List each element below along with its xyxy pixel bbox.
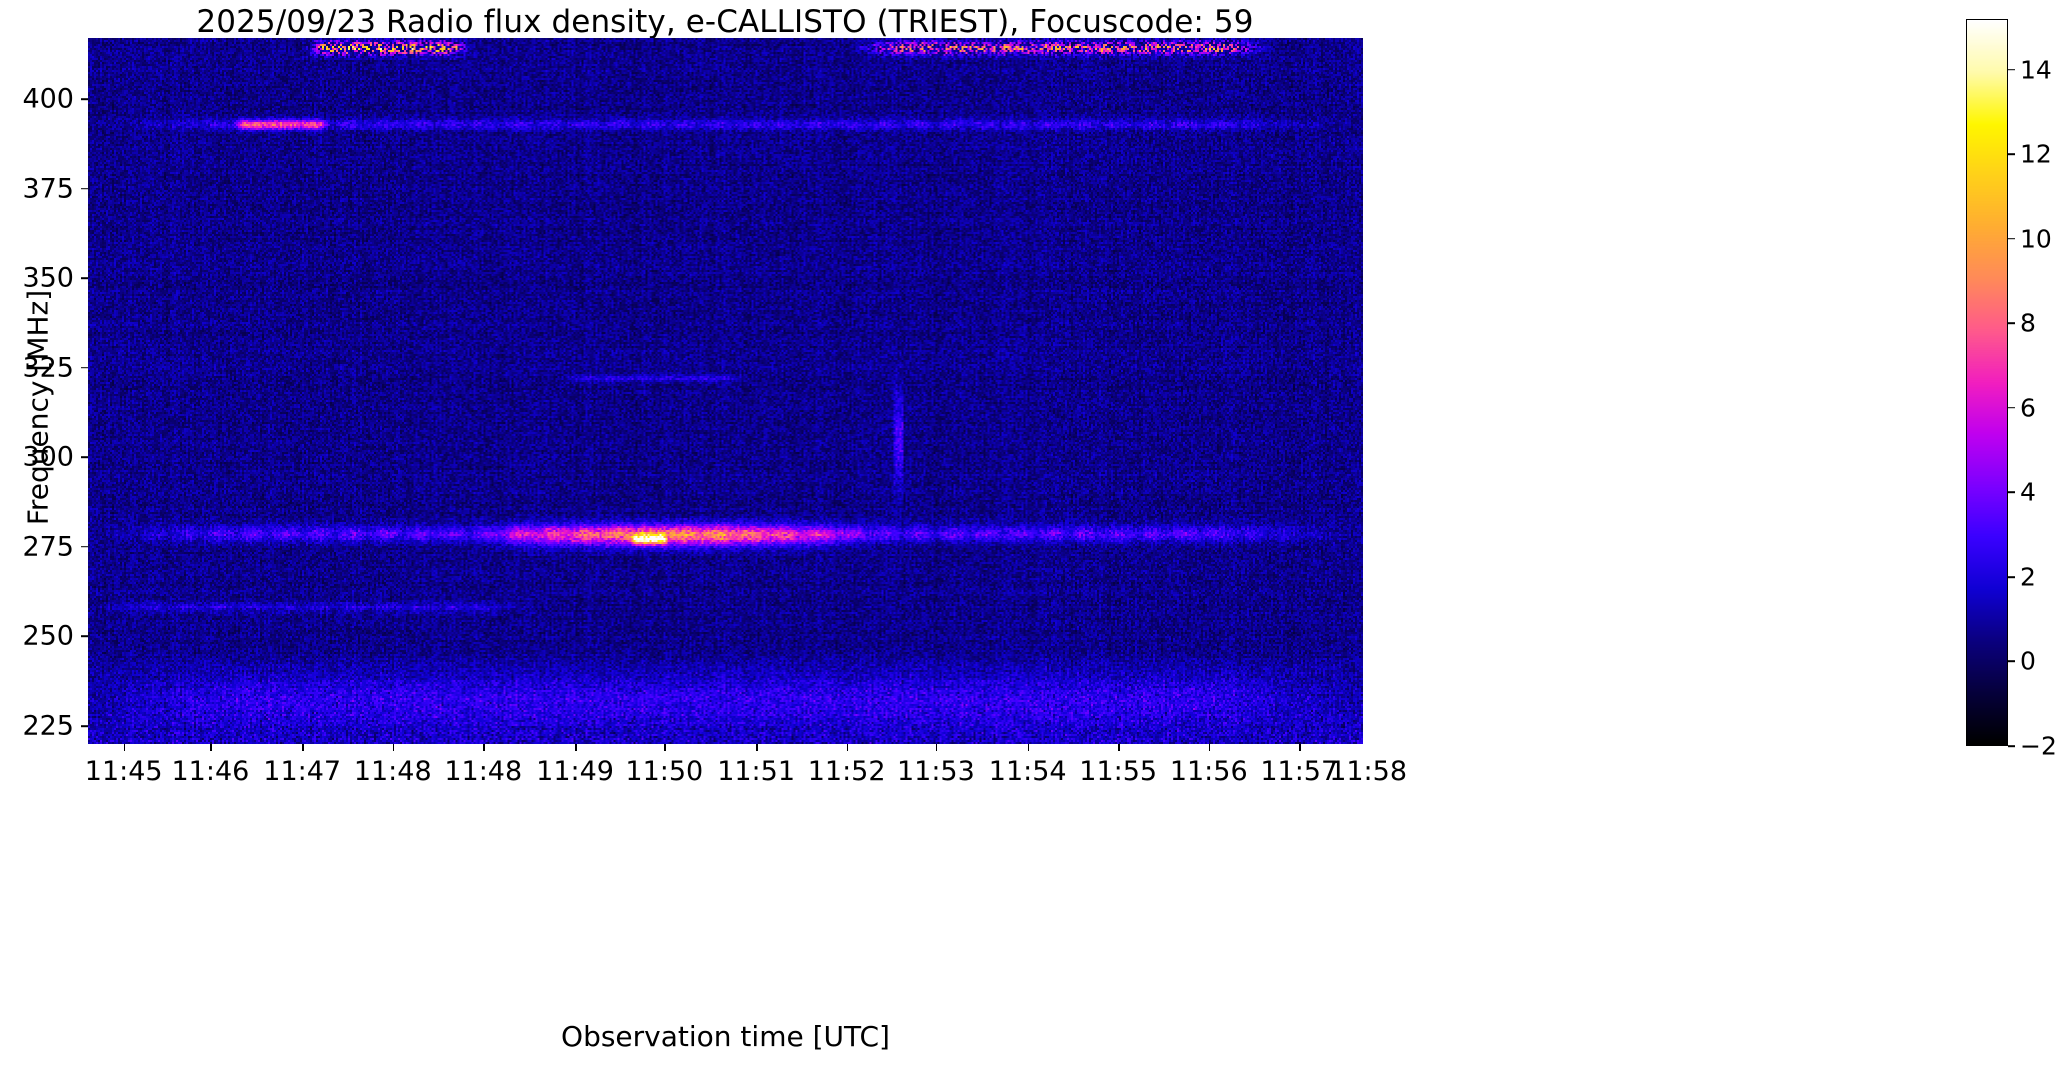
x-tick-mark [1299, 744, 1301, 751]
x-tick-label: 11:51 [717, 756, 795, 787]
colorbar-tick-label: 6 [2020, 393, 2036, 423]
y-tick-label: 250 [22, 620, 74, 652]
x-tick-mark [1208, 744, 1211, 751]
y-tick-mark [81, 98, 88, 100]
colorbar-ticks: −2 0 2 4 6 8 10 12 14 [2008, 19, 2066, 761]
x-tick-mark [575, 744, 577, 751]
colorbar [1966, 19, 2008, 746]
colorbar-tick-mark [2008, 576, 2015, 578]
colorbar-tick-mark [2008, 153, 2015, 156]
x-tick-label: 11:55 [1079, 756, 1158, 787]
x-tick-mark [846, 744, 849, 751]
colorbar-tick-label: 8 [2020, 308, 2036, 338]
colorbar-tick-label: 14 [2020, 55, 2052, 85]
y-tick-label: 225 [22, 710, 74, 742]
x-tick-mark [935, 744, 938, 751]
x-tick-mark [302, 744, 304, 751]
x-tick-label: 11:48 [444, 756, 523, 787]
y-tick-mark [81, 546, 88, 548]
y-tick-mark [81, 456, 88, 459]
y-tick-label: 375 [22, 173, 74, 205]
y-tick-label: 325 [22, 352, 74, 384]
colorbar-tick-label: 2 [2020, 562, 2036, 592]
y-tick-mark [81, 725, 88, 727]
spectrogram-plot-area[interactable] [88, 38, 1363, 744]
colorbar-tick-label: 12 [2020, 139, 2052, 169]
colorbar-tick-label: 0 [2020, 646, 2036, 676]
y-tick-mark [81, 635, 88, 638]
x-tick-mark [756, 744, 758, 751]
colorbar-tick-mark [2008, 491, 2015, 494]
y-tick-mark [81, 187, 88, 190]
x-tick-mark [483, 744, 485, 751]
x-tick-label: 11:50 [625, 756, 704, 787]
x-tick-label: 11:56 [1169, 756, 1248, 787]
x-tick-label: 11:49 [536, 756, 614, 787]
x-tick-label: 11:45 [84, 756, 163, 787]
x-tick-mark [1118, 744, 1120, 751]
x-tick-label: 11:54 [988, 756, 1067, 787]
colorbar-tick-label: 10 [2020, 224, 2052, 254]
colorbar-tick-mark [2008, 322, 2015, 325]
y-tick-label: 350 [22, 262, 74, 294]
y-tick-label: 300 [22, 441, 74, 473]
y-tick-label: 400 [22, 83, 74, 115]
x-tick-label: 11:57 [1260, 756, 1339, 787]
y-tick-mark [81, 277, 88, 279]
colorbar-tick-mark [2008, 68, 2015, 71]
x-tick-mark [392, 744, 395, 751]
colorbar-tick-mark [2008, 237, 2015, 240]
x-tick-mark [210, 744, 212, 751]
x-tick-mark [123, 744, 126, 751]
colorbar-tick-label: 4 [2020, 477, 2036, 507]
x-tick-label: 11:58 [1329, 756, 1407, 787]
colorbar-tick-mark [2008, 407, 2015, 409]
x-axis-label: Observation time [UTC] [561, 1020, 890, 1053]
x-tick-mark [1027, 744, 1030, 751]
x-tick-label: 11:52 [807, 756, 886, 787]
figure-title: 2025/09/23 Radio flux density, e-CALLIST… [196, 4, 1254, 40]
y-axis-ticks: 400 375 350 325 300 275 250 225 [0, 38, 88, 744]
colorbar-tick-mark [2008, 660, 2015, 663]
y-tick-label: 275 [22, 531, 74, 563]
y-axis-label: Frequency [MHz] [21, 289, 55, 526]
x-axis-ticks: 11:45 11:46 11:47 11:48 11:48 11:49 11:50 11:51… [84, 744, 1407, 804]
colorbar-tick-mark [2008, 745, 2015, 747]
x-tick-label: 11:47 [263, 756, 342, 787]
x-tick-label: 11:48 [353, 756, 432, 787]
x-tick-label: 11:46 [171, 756, 250, 787]
colorbar-tick-label: −2 [2020, 731, 2057, 761]
x-tick-label: 11:53 [896, 756, 975, 787]
y-tick-mark [81, 366, 88, 369]
x-tick-mark [664, 744, 666, 751]
